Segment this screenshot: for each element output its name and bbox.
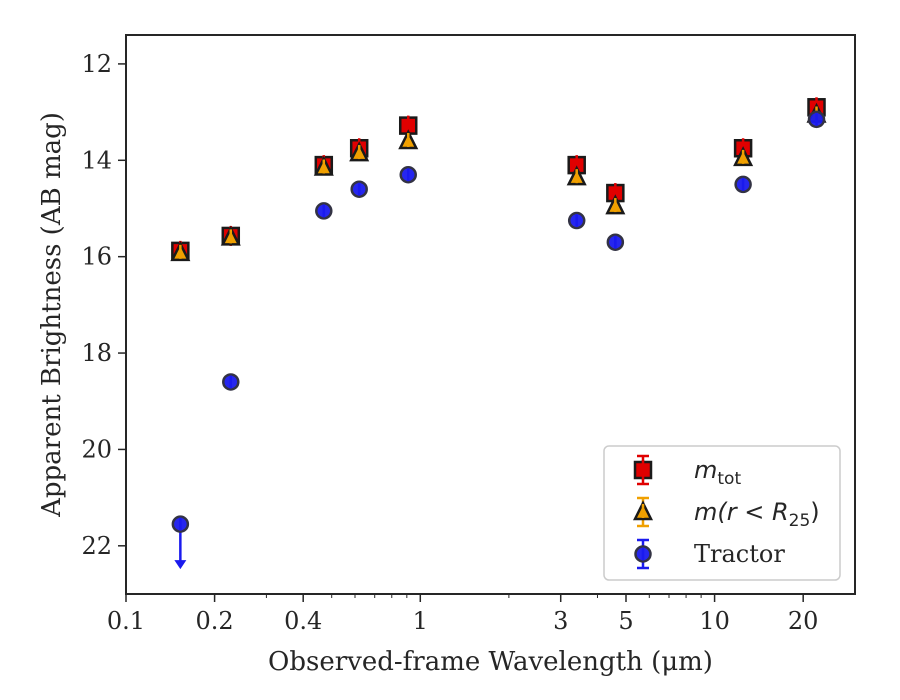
legend-marker [632,500,654,521]
data-point [220,225,241,246]
data-point [398,129,419,150]
data-point [734,175,752,194]
y-axis-label: Apparent Brightness (AB mag) [37,112,67,518]
data-point [567,211,586,230]
x-axis: 0.1 0.2 0.4 1 3 5 10 20 [107,594,819,635]
legend-label-main: m [694,456,717,484]
x-tick-label: 5 [618,607,633,635]
data-point [605,194,626,215]
data-marks [170,97,827,570]
plot-border [125,34,856,595]
y-tick-label: 12 [81,50,112,78]
legend-label: mtot [694,456,741,489]
x-tick-label: 0.2 [196,607,234,635]
legend-entry: m(r < R25) [632,496,820,531]
upper-limit-arrow-head [174,560,187,570]
x-tick-label: 0.4 [284,607,322,635]
y-tick-label: 14 [81,146,112,174]
legend-label: m(r < R25) [694,498,820,531]
plot-frame [125,34,856,595]
data-point [349,141,370,162]
legend-marker [634,545,652,563]
legend-label-tail: ) [810,498,819,526]
legend: mtot m(r < R25) Tractor [603,445,841,581]
data-point [171,515,190,533]
legend-marker [633,460,653,480]
data-point [606,233,625,251]
legend-label-sub: tot [717,469,741,489]
x-axis-label: Observed-frame Wavelength (μm) [268,647,713,677]
y-tick-label: 16 [81,243,112,271]
upper-limit-point [171,515,190,570]
series-triangle [170,102,827,262]
x-tick-label: 1 [413,607,428,635]
data-point [733,146,754,167]
y-axis: 12 14 16 18 20 22 [81,50,126,560]
legend-label: Tractor [694,540,785,568]
data-point [315,202,333,220]
legend-box [603,445,841,581]
y-tick-label: 18 [81,339,112,367]
data-point [807,110,826,129]
y-tick-label: 20 [81,435,112,463]
x-tick-label: 10 [699,607,730,635]
x-tick-label: 3 [553,607,568,635]
legend-entry: mtot [633,454,741,489]
legend-entry: Tractor [634,538,785,570]
data-point [350,180,368,198]
legend-label-sub: 25 [789,511,811,531]
legend-label-main: m(r < R [694,498,789,526]
series-circle [171,110,826,570]
y-tick-label: 22 [81,532,112,560]
series-square [171,97,826,261]
data-point [399,166,417,184]
data-point [170,241,191,262]
data-point [566,165,587,186]
data-point [222,373,240,391]
data-point [313,155,334,176]
x-tick-label: 20 [788,607,819,635]
x-tick-label: 0.1 [107,607,145,635]
